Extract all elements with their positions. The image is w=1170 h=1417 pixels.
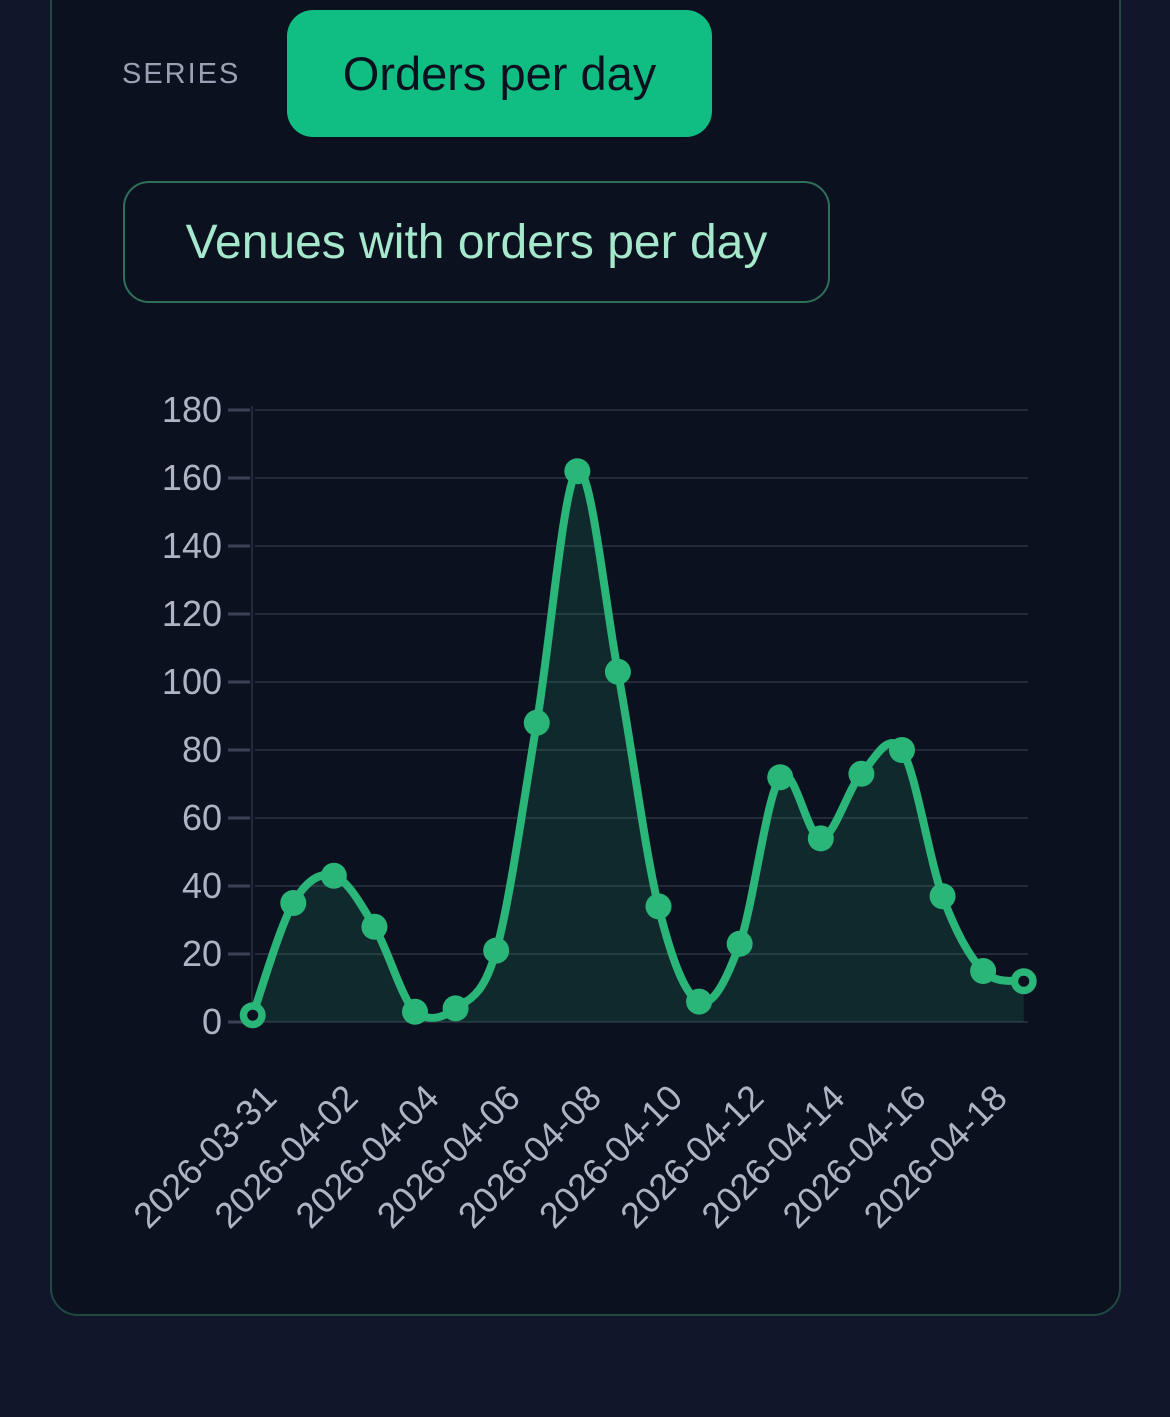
y-tick-label: 20 — [182, 933, 222, 974]
data-point-marker[interactable] — [483, 937, 510, 964]
y-tick-label: 120 — [162, 593, 222, 634]
data-point-marker[interactable] — [848, 760, 875, 787]
data-point-marker[interactable] — [807, 825, 834, 852]
data-point-marker[interactable] — [320, 862, 347, 889]
data-point-marker[interactable] — [888, 737, 915, 763]
data-point-marker[interactable] — [686, 988, 713, 1015]
y-tick-label: 140 — [162, 525, 222, 566]
y-tick-label: 80 — [182, 729, 222, 770]
y-tick-label: 180 — [162, 389, 222, 430]
data-point-marker[interactable] — [726, 930, 753, 957]
data-point-marker-hole — [247, 1009, 259, 1021]
series-chip-orders-per-day[interactable]: Orders per day — [287, 10, 712, 137]
data-point-marker[interactable] — [523, 709, 550, 736]
data-point-marker[interactable] — [604, 658, 631, 685]
data-point-marker[interactable] — [280, 890, 307, 916]
y-tick-label: 40 — [182, 865, 222, 906]
data-point-marker[interactable] — [402, 998, 429, 1025]
data-point-marker[interactable] — [442, 995, 469, 1022]
data-point-marker-hole — [1018, 975, 1030, 987]
series-chip-label: Orders per day — [342, 47, 657, 100]
data-point-marker[interactable] — [970, 958, 997, 984]
chart-card — [50, 0, 1121, 1316]
chart-title-label: Venues with orders per day — [185, 215, 768, 269]
area-fill — [252, 470, 1024, 1022]
y-tick-label: 0 — [202, 1001, 222, 1042]
chart-title-box[interactable]: Venues with orders per day — [123, 181, 830, 303]
y-tick-label: 60 — [182, 797, 222, 838]
data-point-marker[interactable] — [645, 893, 672, 920]
data-point-marker[interactable] — [361, 913, 388, 940]
orders-per-day-chart: 0204060801001201401601802026-03-312026-0… — [125, 389, 1037, 1236]
series-label: SERIES — [122, 58, 241, 90]
data-point-marker[interactable] — [929, 883, 956, 910]
data-point-marker[interactable] — [564, 458, 591, 485]
trend-line — [248, 467, 1028, 1022]
data-point-marker[interactable] — [767, 764, 794, 791]
y-tick-label: 160 — [162, 457, 222, 498]
y-tick-label: 100 — [162, 661, 222, 702]
